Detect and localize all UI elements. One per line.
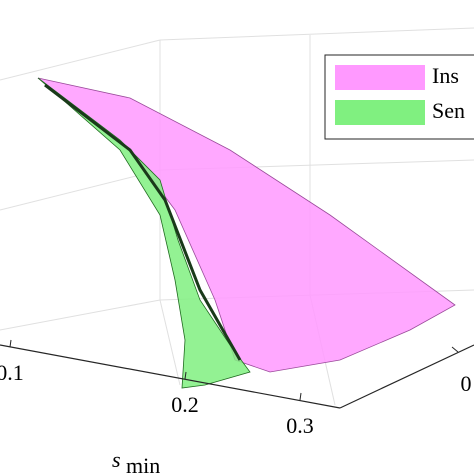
x-tick-label: 0.3 (286, 413, 314, 438)
legend-swatch (335, 100, 425, 125)
box-edge (0, 39, 161, 81)
y-tick (451, 346, 459, 353)
box-edge (159, 299, 181, 386)
surface-edge (44, 83, 242, 361)
legend-label: Ins (432, 63, 459, 88)
x-axis-label: s (112, 447, 121, 472)
surface (37, 77, 456, 373)
box-edge (0, 299, 161, 331)
x-tick (9, 339, 12, 348)
x-tick-label: 0.1 (0, 360, 24, 385)
x-tick (299, 392, 302, 401)
y-tick-label: 0 (461, 371, 472, 396)
box-edge (159, 27, 474, 41)
surface (37, 77, 251, 389)
x-axis-label-subscript: min (126, 453, 160, 474)
surfaces (37, 77, 456, 389)
x-tick-label: 0.2 (171, 392, 199, 417)
x-axis (0, 344, 341, 409)
x-tick (184, 371, 187, 380)
legend-label: Sen (432, 98, 465, 123)
legend-swatch (335, 65, 425, 90)
box-edge (0, 169, 161, 211)
y-axis (339, 344, 474, 409)
